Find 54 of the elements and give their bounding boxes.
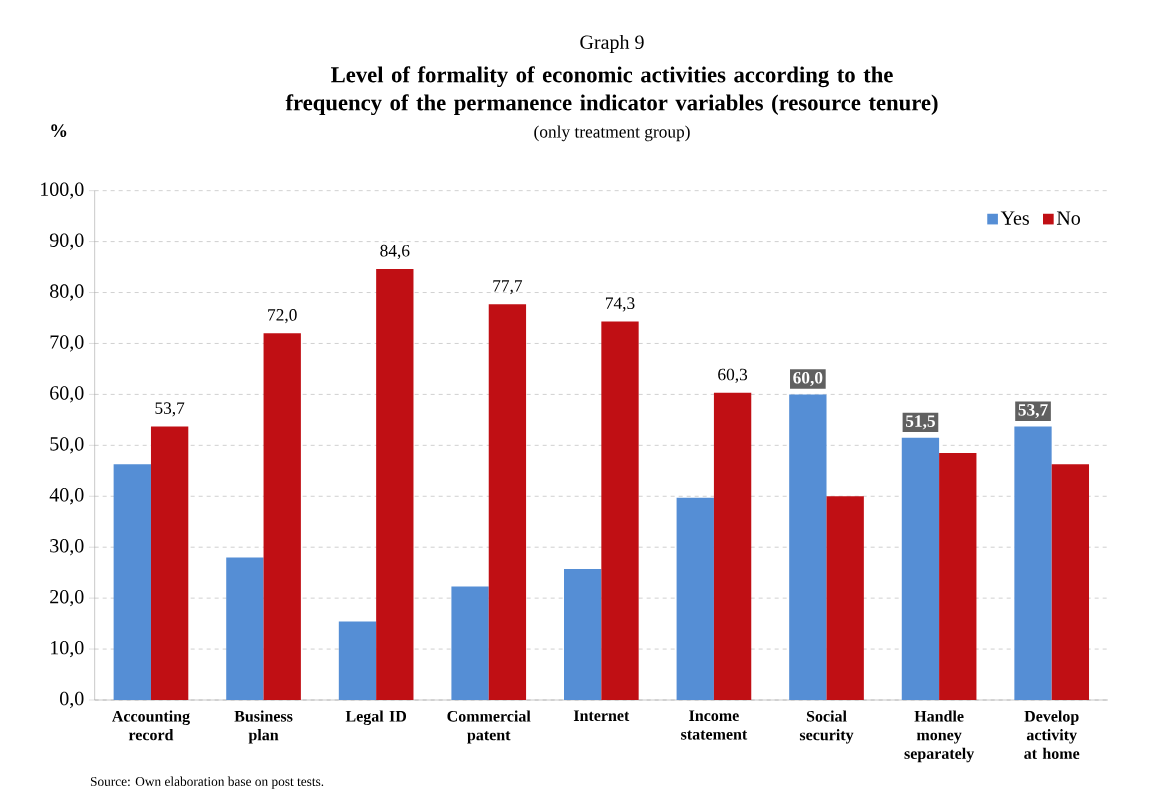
- data-label: 74,3: [605, 297, 635, 312]
- bar: [488, 304, 527, 700]
- y-tick-label: 50,0: [50, 437, 84, 454]
- bar: [713, 392, 752, 700]
- bar: [901, 437, 940, 700]
- y-tick-label: 10,0: [51, 640, 84, 658]
- bar: [826, 496, 864, 700]
- x-tick-label: Accounting record: [112, 710, 190, 741]
- y-tick-label: 60,0: [50, 386, 84, 403]
- x-tick-label: Social security: [799, 710, 854, 744]
- x-tick-label: Handle money separately: [904, 710, 975, 763]
- bar: [376, 269, 414, 700]
- bar: [1014, 426, 1052, 700]
- data-label: 60,0: [793, 371, 823, 387]
- y-tick-label: 100,0: [41, 182, 84, 199]
- bar: [113, 464, 151, 700]
- y-tick-label: 40,0: [49, 488, 84, 505]
- bar: [676, 497, 714, 700]
- bar: [451, 586, 489, 700]
- data-label: 60,3: [718, 368, 748, 383]
- y-tick-label: 90,0: [49, 233, 84, 250]
- bar: [601, 321, 639, 700]
- chart-subtitle: (only treatment group): [534, 125, 690, 142]
- data-label: 77,7: [493, 280, 523, 295]
- x-tick-label: Income statement: [681, 710, 748, 740]
- data-label: 51,5: [905, 415, 935, 430]
- y-tick-label: 80,0: [50, 284, 84, 301]
- bar: [338, 621, 377, 700]
- data-label: 72,0: [268, 309, 297, 324]
- chart-title: Level of formality of economic activities according to the frequency of the permanence indicator variables (resource tenure): [285, 66, 938, 116]
- bar: [263, 333, 301, 700]
- x-tick-label: Business plan: [234, 710, 293, 744]
- x-tick-label: Legal ID: [345, 710, 407, 726]
- source-note: Source: Own elaboration base on post tests.: [90, 776, 324, 789]
- y-axis-title: %: [51, 124, 67, 137]
- x-tick-label: Internet: [573, 710, 630, 722]
- x-tick-label: Develop activity at home: [1024, 710, 1080, 759]
- data-label: 53,7: [155, 402, 185, 417]
- bar: [939, 452, 977, 700]
- data-label: 84,6: [380, 244, 410, 260]
- y-tick-label: 20,0: [50, 589, 84, 607]
- legend-label: Yes: [1000, 211, 1029, 225]
- data-label: 53,7: [1018, 404, 1048, 419]
- y-tick-label: 70,0: [50, 335, 84, 352]
- y-tick-label: 0,0: [60, 691, 84, 709]
- x-tick-label: Commercial patent: [447, 710, 531, 744]
- caption: Graph 9: [580, 34, 644, 54]
- bar: [150, 426, 189, 700]
- bar: [564, 569, 602, 700]
- y-tick-label: 30,0: [50, 539, 84, 556]
- bar: [1051, 464, 1090, 700]
- bar: [226, 557, 264, 700]
- bar: [789, 394, 827, 700]
- legend-label: No: [1056, 211, 1081, 225]
